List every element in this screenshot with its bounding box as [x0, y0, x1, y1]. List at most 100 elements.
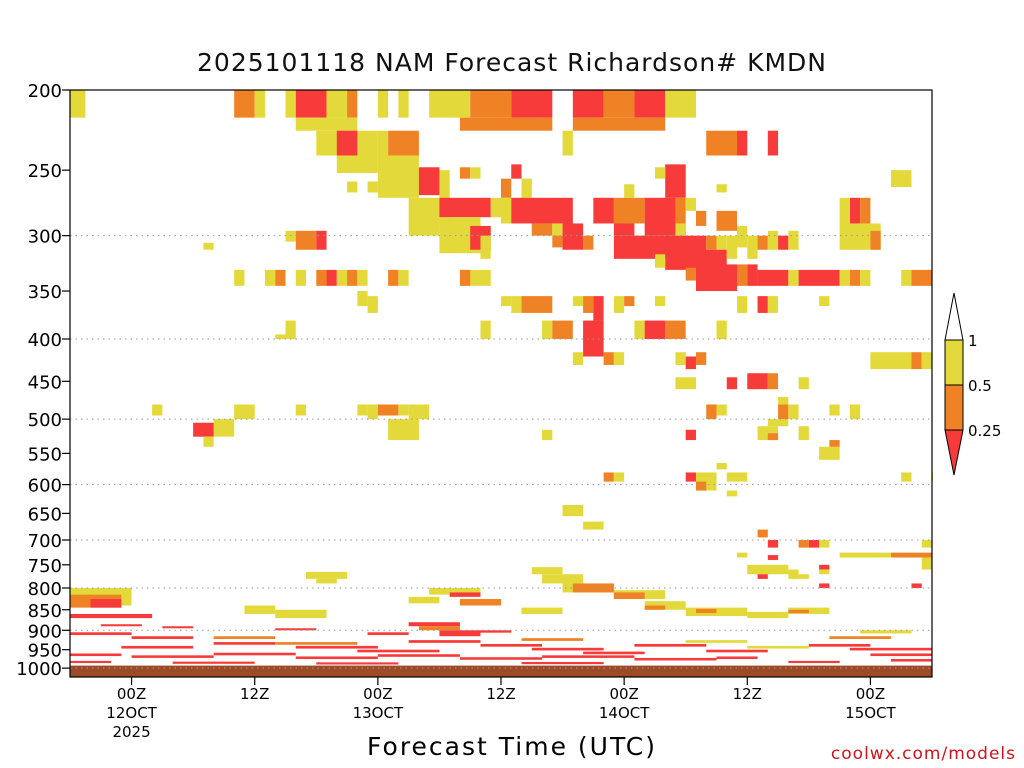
heatmap-cell — [654, 254, 666, 268]
heatmap-cell — [562, 505, 584, 517]
heatmap-cell — [654, 296, 666, 307]
heatmap-cell — [665, 90, 696, 118]
heatmap-cell — [316, 578, 337, 584]
heatmap-cell — [665, 164, 686, 198]
heatmap-cell — [819, 583, 830, 588]
heatmap-cell — [295, 230, 317, 250]
heatmap-cell — [542, 320, 553, 339]
heatmap-cell — [388, 269, 399, 286]
heatmap-cell — [716, 210, 738, 231]
heatmap-cell — [264, 269, 276, 286]
heatmap-cell — [459, 117, 553, 131]
heatmap-cell — [449, 592, 481, 597]
heatmap-cell — [778, 235, 789, 250]
heatmap-cell — [737, 130, 748, 156]
heatmap-cell — [408, 622, 460, 627]
heatmap-cell — [695, 210, 707, 226]
heatmap-cell — [644, 197, 676, 236]
heatmap-cell — [172, 661, 255, 664]
heatmap-cell — [757, 269, 789, 286]
heatmap-cell — [193, 422, 214, 437]
heatmap-cell — [634, 90, 666, 118]
heatmap-cell — [572, 296, 584, 307]
heatmap-cell — [480, 630, 512, 633]
heatmap-cell — [572, 352, 584, 365]
heatmap-cell — [644, 601, 686, 610]
heatmap-cell — [367, 632, 409, 636]
x-tick-label: 00Z — [117, 685, 146, 703]
heatmap-cell — [552, 223, 563, 236]
heatmap-cell — [613, 352, 625, 365]
chart-title: 2025101118 NAM Forecast Richardson# KMDN — [197, 48, 827, 77]
heatmap-cell — [685, 197, 696, 211]
heatmap-cell — [542, 574, 584, 584]
heatmap-cell — [890, 659, 932, 662]
heatmap-cell — [285, 320, 296, 339]
heatmap-cell — [377, 404, 399, 416]
heatmap-cell — [593, 197, 614, 224]
heatmap-cell — [213, 652, 296, 656]
heatmap-cell — [542, 655, 635, 658]
heatmap-cell — [726, 472, 748, 482]
heatmap-cell — [511, 164, 522, 179]
heatmap-cell — [613, 592, 645, 600]
heatmap-cell — [808, 643, 871, 647]
heatmap-cell — [737, 264, 748, 286]
heatmap-cell — [757, 296, 768, 313]
ground-surface — [70, 665, 932, 677]
credit-link[interactable]: coolwx.com/models — [830, 744, 1016, 764]
heatmap-cell — [377, 654, 460, 657]
heatmap-cell — [347, 90, 358, 118]
heatmap-cell — [829, 440, 840, 447]
heatmap-cell — [152, 404, 163, 416]
y-axis: 200 250 300 350 400 450 500 550 600 650 700 7508008… — [16, 81, 70, 680]
heatmap-cell — [757, 574, 768, 579]
y-tick-label: 1000 — [16, 659, 62, 680]
heatmap-cell — [377, 155, 419, 198]
heatmap-cell — [747, 645, 809, 649]
heatmap-cell — [870, 352, 912, 370]
heatmap-cell — [408, 197, 440, 236]
heatmap-cell — [613, 223, 635, 236]
heatmap-cell — [921, 557, 932, 570]
heatmap-cell — [695, 608, 717, 614]
heatmap-cell — [552, 320, 573, 339]
heatmap-cell — [162, 626, 194, 629]
heatmap-cell — [747, 564, 789, 575]
heatmap-cell — [572, 117, 666, 131]
heatmap-cell — [788, 569, 799, 579]
y-tick-label: 600 — [28, 476, 62, 497]
heatmap-cell — [778, 396, 789, 405]
y-tick-label: 700 — [28, 531, 62, 552]
heatmap-cell — [798, 540, 809, 548]
heatmap-cell — [234, 90, 255, 118]
heatmap-cell — [367, 404, 378, 420]
heatmap-cell — [275, 334, 286, 339]
heatmap-cell — [347, 181, 358, 193]
heatmap-cell — [644, 320, 666, 339]
heatmap-cell — [849, 647, 932, 651]
heatmap-cell — [275, 642, 358, 645]
heatmap-cell — [316, 662, 399, 665]
heatmap-cell — [552, 235, 563, 248]
heatmap-cell — [675, 197, 686, 236]
heatmap-cell — [70, 632, 132, 636]
heatmap-cell — [388, 419, 419, 441]
heatmap-cell — [716, 463, 727, 470]
heatmap-cell — [459, 269, 471, 286]
heatmap-cell — [726, 490, 738, 497]
heatmap-cell — [521, 638, 584, 641]
heatmap-cell — [131, 655, 214, 658]
heatmap-cell — [121, 645, 194, 649]
heatmap-cell — [911, 583, 922, 588]
heatmap-cell — [531, 567, 563, 575]
heatmap-cell — [654, 167, 666, 179]
heatmap-cell — [860, 269, 871, 286]
heatmap-cell — [408, 404, 430, 420]
heatmap-cell — [737, 296, 748, 313]
heatmap-cell — [326, 269, 337, 286]
heatmap-cell — [706, 130, 738, 156]
heatmap-cell — [726, 235, 738, 259]
heatmap-cell — [234, 404, 255, 420]
